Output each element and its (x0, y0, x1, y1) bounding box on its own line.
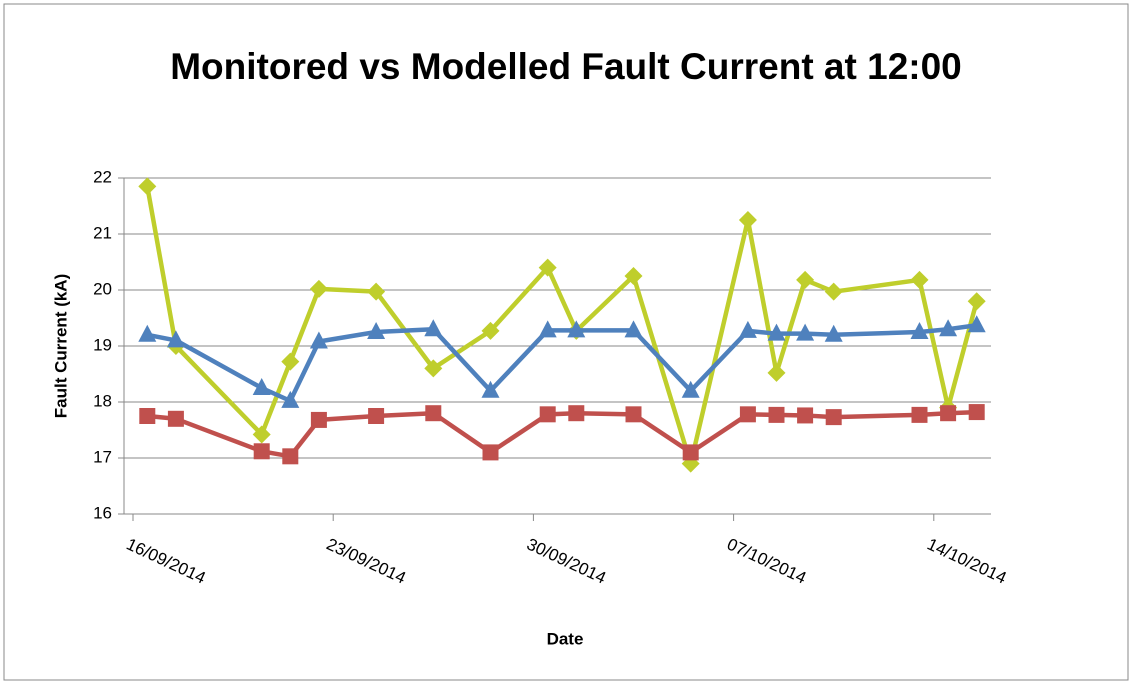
marker (825, 409, 842, 426)
marker (138, 324, 157, 342)
y-axis-label: Fault Current (kA) (51, 274, 70, 419)
marker (424, 359, 443, 378)
x-tick-label: 16/09/2014 (123, 534, 208, 587)
marker (252, 378, 271, 395)
y-tick-label: 17 (93, 447, 112, 466)
series-line (145, 186, 979, 466)
marker (309, 279, 328, 298)
x-tick-label: 14/10/2014 (924, 534, 1009, 587)
chart-title: Monitored vs Modelled Fault Current at 1… (170, 46, 962, 87)
x-tick-label: 30/09/2014 (524, 534, 609, 587)
marker (567, 320, 586, 338)
marker (538, 320, 557, 338)
marker (625, 406, 642, 423)
marker (367, 322, 386, 339)
series-line (146, 323, 978, 404)
y-tick-label: 21 (93, 223, 112, 242)
x-tick-label: 23/09/2014 (324, 534, 409, 587)
marker (253, 443, 270, 460)
marker (739, 406, 756, 423)
marker (624, 320, 643, 338)
marker (481, 380, 500, 398)
marker (252, 425, 271, 444)
marker (910, 270, 929, 289)
marker (940, 405, 957, 422)
marker (309, 331, 328, 349)
marker (968, 404, 985, 421)
marker (624, 267, 643, 285)
y-tick-label: 20 (93, 279, 112, 298)
chart-border (3, 3, 1129, 681)
marker (767, 363, 786, 382)
x-axis-label: Date (547, 629, 584, 648)
marker (824, 324, 843, 342)
marker (167, 410, 184, 427)
marker (166, 330, 185, 348)
marker (682, 444, 699, 461)
marker (738, 320, 757, 338)
marker (424, 319, 443, 337)
marker (796, 270, 815, 289)
marker (367, 282, 386, 301)
marker (911, 406, 928, 423)
marker (281, 390, 300, 408)
marker (368, 408, 385, 424)
marker (139, 408, 156, 424)
y-tick-label: 18 (93, 391, 112, 410)
marker (797, 407, 814, 424)
marker (939, 319, 958, 337)
y-tick-label: 22 (93, 167, 112, 186)
series-line (147, 409, 977, 459)
marker (282, 448, 299, 465)
marker (539, 406, 556, 423)
marker (481, 321, 500, 340)
marker (281, 352, 300, 371)
marker (824, 282, 843, 301)
marker (738, 211, 757, 229)
y-tick-label: 16 (93, 503, 112, 522)
marker (568, 405, 585, 422)
marker (310, 411, 327, 428)
marker (967, 292, 986, 311)
marker (910, 322, 929, 339)
marker (538, 258, 557, 277)
marker (967, 315, 986, 333)
y-tick-label: 19 (93, 335, 112, 354)
marker (768, 406, 785, 423)
marker (138, 177, 157, 196)
marker (767, 323, 786, 341)
marker (425, 405, 442, 422)
marker (796, 323, 815, 341)
x-tick-label: 07/10/2014 (724, 534, 809, 587)
marker (681, 380, 700, 398)
marker (482, 444, 499, 461)
